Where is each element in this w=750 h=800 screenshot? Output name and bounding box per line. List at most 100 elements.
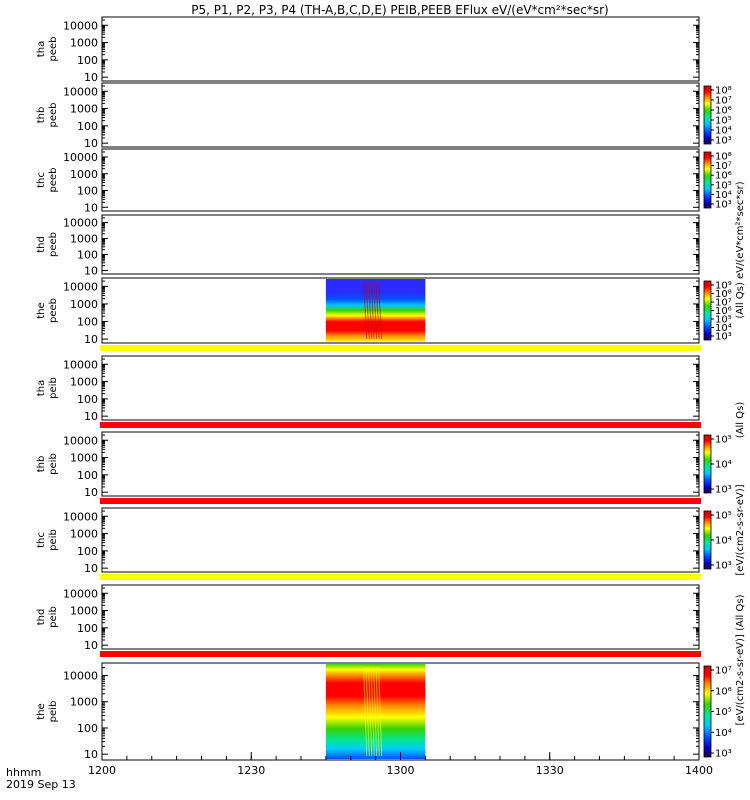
y-tick-label: 10000 [63,434,98,447]
panel-label-probe: thd [36,236,47,253]
y-tick-label: 10000 [63,151,98,164]
colorbar-tick-label: 10³ [715,332,732,343]
spectrogram-texture-1 [365,666,370,757]
spectrogram-texture-6 [378,666,383,757]
x-tick-label: 1200 [88,764,116,777]
panel-label-probe: tha [36,41,47,57]
y-tick-label: 100 [77,316,98,329]
spectrogram-texture-0 [363,281,368,340]
y-tick-label: 10 [84,264,98,277]
y-tick-label: 1000 [70,452,98,465]
y-tick-label: 10 [84,71,98,84]
colorbar-tick-label: 10³ [715,749,732,760]
panel-label-instrument: peeb [48,37,59,62]
status-band-tha-peib [100,422,701,428]
colorbar-tick-label: 10⁷ [715,96,732,107]
y-tick-label: 10 [84,333,98,346]
colorbar-tick-label: 10⁵ [715,435,732,446]
colorbar-tick-label: 10⁷ [715,666,732,677]
panel-frame-thd-peeb [101,214,700,275]
y-tick-label: 100 [77,469,98,482]
side-label-ion: [eV/(cm2-s-sr-eV)] (All Qs) [735,594,746,725]
panel-label-instrument: peib [48,453,59,475]
y-tick-label: 1000 [70,298,98,311]
y-tick-label: 1000 [70,696,98,709]
colorbar-tick-label: 10⁷ [715,298,732,309]
y-tick-label: 10 [84,201,98,214]
y-tick-label: 10 [84,562,98,575]
panel-thb-peib: 10 100 1000 10000 thb peib 10⁵ 10⁴ 10³ [36,431,732,504]
colorbar-tick-label: 10⁸ [715,289,732,300]
y-tick-label: 10000 [63,358,98,371]
panel-label-instrument: peib [48,701,59,723]
x-axis-ticks: 1200 1230 1300 1330 1400 [88,752,713,777]
panel-label-probe: thb [36,456,47,473]
y-tick-label: 10 [84,486,98,499]
colorbar-tick-label: 10³ [715,485,732,496]
xlabel-date: 2019 Sep 13 [6,778,76,791]
y-tick-label: 100 [77,54,98,67]
panel-thd-peib: 10 100 1000 10000 thd peib [36,584,701,657]
colorbar-tick-label: 10⁵ [715,707,732,718]
y-tick-label: 1000 [70,528,98,541]
panel-frame-thb-peeb [101,82,700,148]
colorbar-the-peeb [703,280,712,341]
colorbar-tick-label: 10⁴ [715,536,732,547]
y-tick-label: 1000 [70,103,98,116]
colorbar-tick-label: 10⁶ [715,686,732,697]
panel-the-peeb: 10 100 1000 10000 the peeb 10⁹10⁸10⁷10⁶10⁵10⁴1… [36,277,732,351]
colorbar-tick-label: 10⁸ [715,86,732,97]
colorbar-tick-label: 10⁶ [715,306,732,317]
colorbar-tick-label: 10⁶ [715,171,732,182]
colorbar-tick-label: 10⁸ [715,152,732,163]
x-tick-label: 1330 [536,764,564,777]
panel-frame-thc-peeb [101,148,700,212]
spectrogram-texture-5 [375,666,380,757]
y-tick-label: 100 [77,185,98,198]
colorbar-tick-label: 10⁴ [715,728,732,739]
side-label-electron-fragment: (All Qs) [735,402,746,439]
side-label-electron: (All Qs) eV/(eV*cm²*sec*sr) [735,181,746,318]
colorbar-tick-label: 10³ [715,561,732,572]
y-tick-label: 100 [77,722,98,735]
y-tick-label: 1000 [70,605,98,618]
colorbar-thb-peeb [703,85,712,145]
panel-label-probe: thc [36,532,47,548]
colorbar-tick-label: 10³ [715,136,732,147]
y-tick-label: 100 [77,393,98,406]
panel-frame-thb-peib [101,431,700,497]
y-tick-label: 10000 [63,670,98,683]
colorbar-thb-peib [703,434,712,494]
colorbar-thc-peib [703,510,712,570]
colorbar-tick-label: 10⁵ [715,511,732,522]
y-tick-label: 10000 [63,85,98,98]
panel-thd-peeb: 10 100 1000 10000 thd peeb [36,214,700,277]
colorbar-tick-label: 10⁴ [715,460,732,471]
panel-tha-peib: 10 100 1000 10000 tha peib [36,355,701,428]
panel-label-instrument: peib [48,377,59,399]
colorbar-tick-label: 10⁴ [715,323,732,334]
panel-label-probe: thd [36,609,47,626]
panel-label-instrument: peeb [48,103,59,128]
panel-frame-tha-peib [101,355,700,421]
panel-thc-peib: 10 100 1000 10000 thc peib 10⁵ 10⁴ 10³ [36,507,732,580]
spectrogram-texture-2 [368,666,373,757]
panel-label-instrument: peeb [48,168,59,193]
panel-frame-thd-peib [101,584,700,650]
colorbar-tick-label: 10⁷ [715,161,732,172]
status-band-thc-peib [100,574,701,580]
y-tick-label: 10 [84,137,98,150]
y-tick-label: 1000 [70,37,98,50]
colorbar-tick-label: 10⁵ [715,315,732,326]
figure-title: P5, P1, P2, P3, P4 (TH-A,B,C,D,E) PEIB,P… [191,3,608,17]
colorbar-tick-label: 10⁴ [715,190,732,201]
side-label-ion-fragment: [eV/(cm2-s-sr-eV)] [735,484,746,575]
y-tick-label: 1000 [70,233,98,246]
colorbar-the-peib [703,665,712,758]
colorbar-tick-label: 10⁴ [715,126,732,137]
colorbar-tick-label: 10³ [715,200,732,211]
y-tick-label: 10000 [63,510,98,523]
panel-tha-peeb: 10 100 1000 10000 tha peeb [36,16,700,84]
x-tick-label: 1230 [237,764,265,777]
